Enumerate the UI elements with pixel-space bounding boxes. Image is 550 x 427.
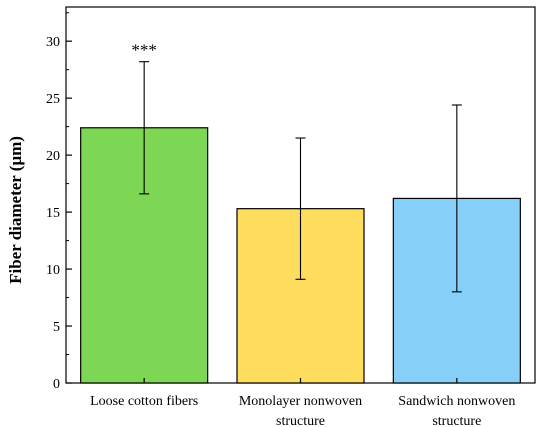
x-tick-label: Monolayer nonwoven structure: [239, 394, 362, 427]
y-tick-label: 30: [46, 35, 60, 50]
y-tick-label: 20: [46, 149, 60, 164]
x-tick-label-line: Sandwich nonwoven: [398, 394, 515, 409]
x-tick-label-line: Monolayer nonwoven: [239, 394, 362, 409]
y-tick-label: 15: [46, 206, 60, 221]
y-axis-title: Fiber diameter (μm): [6, 136, 25, 284]
y-tick-label: 0: [53, 377, 60, 392]
x-tick-label: Loose cotton fibers: [90, 394, 198, 409]
y-tick-label: 10: [46, 263, 60, 278]
y-tick-label: 5: [53, 320, 60, 335]
significance-annotation: ***: [131, 41, 157, 60]
x-tick-label: Sandwich nonwoven structure: [398, 394, 515, 427]
x-tick-label-line: structure: [276, 414, 325, 427]
y-tick-label: 25: [46, 92, 60, 107]
x-tick-label-line: structure: [432, 414, 481, 427]
x-tick-label-line: Loose cotton fibers: [90, 394, 198, 409]
plot-marks: 0 5 10 15 20 25 30 Loose cotton fibers Monolayer…: [46, 6, 536, 427]
